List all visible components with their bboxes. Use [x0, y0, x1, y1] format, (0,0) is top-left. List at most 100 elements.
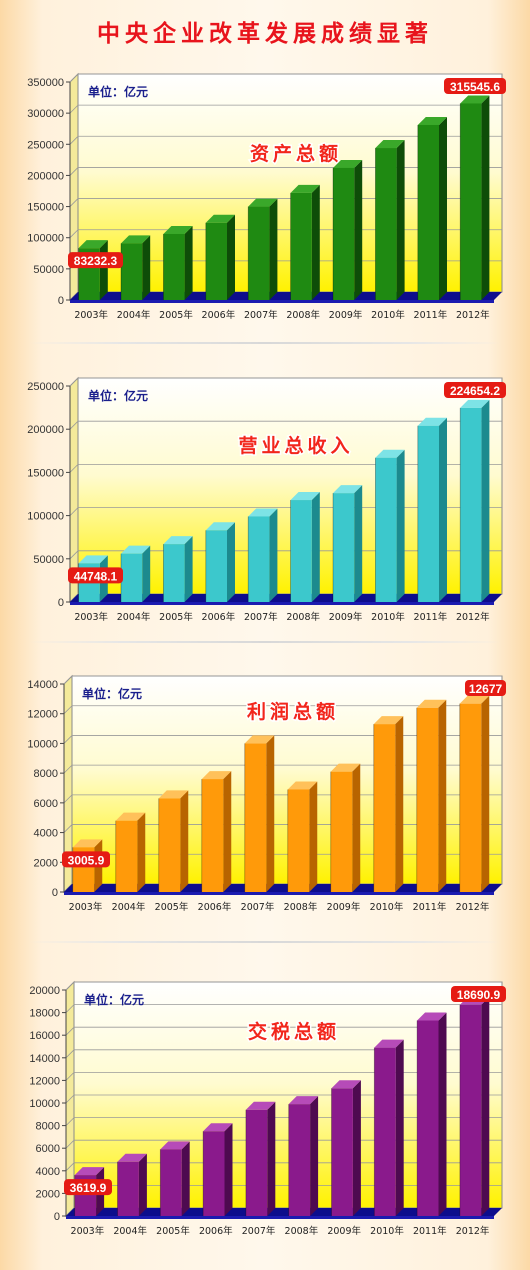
y-tick-label: 250000: [27, 139, 64, 151]
first-value-callout: 83232.3: [68, 252, 123, 269]
x-tick-label: 2008年: [285, 1225, 319, 1237]
callout-text: 12677: [469, 682, 503, 696]
chart-floor-edge: [66, 1216, 494, 1219]
bar: [162, 536, 193, 602]
x-tick-label: 2011年: [413, 1225, 447, 1237]
x-tick-label: 2003年: [74, 309, 108, 321]
y-tick-label: 18000: [29, 1008, 60, 1020]
unit-label: 单位：亿元: [82, 686, 142, 701]
grid-line: [69, 464, 502, 473]
chart-panel-assets: 0 50000 100000 150000 200000 250000 300000 3500…: [0, 68, 530, 326]
bar: [158, 790, 189, 892]
chart-panel-profit: 0 2000 4000 6000 8000 10000 12000 14000 单位：亿元 利润总…: [0, 670, 530, 920]
x-tick-label: 2003年: [69, 901, 103, 913]
grid-line: [65, 1072, 502, 1081]
callout-text: 3619.9: [70, 1181, 107, 1195]
callout-text: 3005.9: [68, 853, 105, 867]
bar: [332, 159, 363, 300]
grid-line: [65, 981, 502, 991]
y-tick-label: 300000: [27, 108, 64, 120]
x-tick-label: 2004年: [117, 611, 151, 623]
divider: [28, 941, 502, 943]
first-value-callout: 3619.9: [64, 1179, 112, 1196]
grid-line: [65, 1004, 502, 1013]
unit-label: 单位：亿元: [84, 992, 144, 1007]
y-tick-label: 2000: [34, 857, 58, 869]
x-tick-label: 2008年: [286, 309, 320, 321]
x-tick-label: 2006年: [202, 309, 236, 321]
bar: [331, 1080, 361, 1216]
y-tick-label: 150000: [27, 467, 64, 479]
x-tick-label: 2005年: [159, 611, 193, 623]
last-value-callout: 315545.6: [444, 78, 506, 94]
chart-floor-edge: [64, 892, 494, 895]
chart-panel-revenue: 0 50000 100000 150000 200000 250000 单位：亿元 营业总收入…: [0, 372, 530, 630]
x-tick-label: 2003年: [74, 611, 108, 623]
grid-line: [69, 73, 502, 83]
bar: [459, 399, 490, 602]
page-title: 中央企业改革发展成绩显著: [97, 20, 433, 47]
x-tick-label: 2006年: [202, 611, 236, 623]
x-tick-label: 2009年: [327, 1225, 361, 1237]
bar: [244, 735, 275, 892]
bar: [247, 508, 278, 602]
y-tick-label: 4000: [34, 828, 58, 840]
y-tick-label: 150000: [27, 202, 64, 214]
callout-text: 224654.2: [450, 384, 500, 398]
y-tick-label: 12000: [27, 709, 58, 721]
y-tick-label: 10000: [29, 1098, 60, 1110]
y-tick-label: 6000: [34, 798, 58, 810]
x-tick-label: 2012年: [456, 1225, 490, 1237]
chart-svg: 0 50000 100000 150000 200000 250000 300000 3500…: [27, 72, 506, 321]
y-tick-label: 200000: [27, 170, 64, 182]
chart-svg: 0 2000 4000 6000 8000 10000 12000 14000 单位：亿元利润总…: [27, 674, 506, 913]
y-tick-label: 50000: [33, 264, 64, 276]
bar: [247, 198, 278, 300]
y-tick-label: 100000: [27, 233, 64, 245]
y-tick-label: 14000: [27, 679, 58, 691]
y-tick-label: 2000: [36, 1188, 60, 1200]
last-value-callout: 12677: [465, 680, 506, 696]
bar: [374, 449, 405, 602]
x-tick-label: 2006年: [199, 1225, 233, 1237]
chart-title: 营业总收入: [238, 434, 353, 457]
y-tick-label: 8000: [36, 1121, 60, 1133]
last-value-callout: 224654.2: [444, 382, 506, 398]
x-tick-label: 2008年: [284, 901, 318, 913]
y-tick-label: 50000: [33, 554, 64, 566]
y-tick-label: 100000: [27, 511, 64, 523]
y-tick-label: 10000: [27, 738, 58, 750]
bar: [417, 116, 447, 300]
y-tick-label: 0: [58, 295, 64, 307]
grid-line: [63, 735, 502, 744]
chart-title: 交税总额: [248, 1020, 340, 1043]
x-tick-label: 2005年: [159, 309, 193, 321]
y-tick-label: 14000: [29, 1053, 60, 1065]
grid-line: [69, 104, 502, 114]
y-tick-label: 4000: [36, 1166, 60, 1178]
bar: [374, 140, 405, 300]
x-tick-label: 2012年: [456, 309, 490, 321]
bar: [205, 522, 235, 602]
bar: [416, 1012, 447, 1216]
grid-line: [63, 675, 502, 685]
x-tick-label: 2007年: [244, 309, 278, 321]
bar: [78, 240, 108, 300]
x-tick-label: 2011年: [414, 611, 448, 623]
grid-line: [65, 1026, 502, 1036]
bar: [459, 996, 490, 1216]
y-tick-label: 250000: [27, 381, 64, 393]
bar: [373, 716, 404, 892]
x-tick-label: 2007年: [244, 611, 278, 623]
y-tick-label: 20000: [29, 985, 60, 997]
x-tick-label: 2009年: [329, 309, 363, 321]
divider: [28, 641, 502, 643]
bar: [245, 1101, 276, 1216]
x-tick-label: 2008年: [286, 611, 320, 623]
y-tick-label: 0: [54, 1211, 60, 1223]
x-tick-label: 2007年: [242, 1225, 276, 1237]
bar: [159, 1141, 190, 1216]
grid-line: [65, 1049, 502, 1059]
x-tick-label: 2011年: [413, 901, 447, 913]
x-tick-label: 2010年: [370, 1225, 404, 1237]
